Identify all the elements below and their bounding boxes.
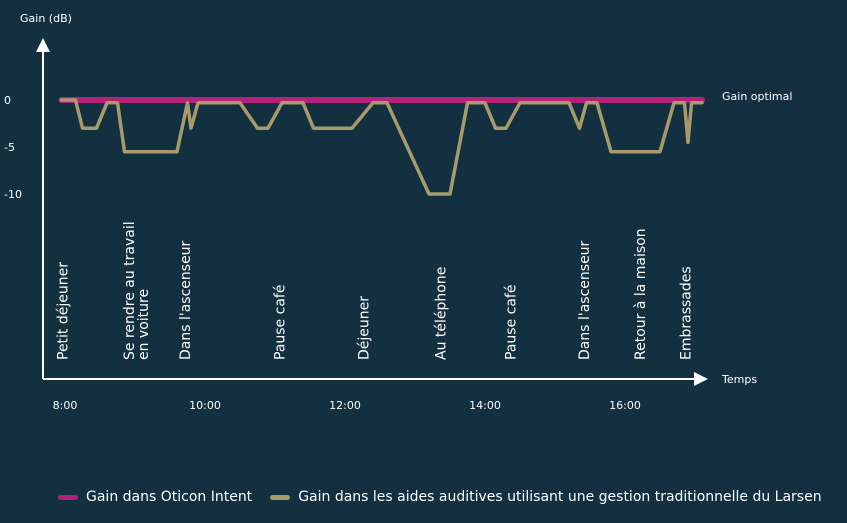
x-tick-label-0: 8:00 [53, 399, 78, 412]
series-line-1 [59, 98, 704, 196]
annotation-label-1: Se rendre au travailen voiture [122, 221, 152, 360]
annotation-label-0: Petit déjeuner [56, 262, 72, 360]
y-axis-title: Gain (dB) [20, 12, 72, 25]
x-axis-title: Temps [721, 373, 757, 386]
annotation-6: Pause café [504, 285, 520, 360]
legend-label-traditional: Gain dans les aides auditives utilisant … [298, 489, 822, 505]
y-tick-label-1: -5 [4, 141, 15, 154]
legend-item-oticon: Gain dans Oticon Intent [58, 489, 252, 505]
annotation-7: Dans l'ascenseur [577, 240, 593, 360]
annotation-label-7: Dans l'ascenseur [577, 240, 593, 360]
annotation-label-4: Déjeuner [357, 296, 373, 360]
x-tick-label-3: 14:00 [469, 399, 501, 412]
annotation-label-3: Pause café [273, 285, 289, 360]
x-tick-label-2: 12:00 [329, 399, 361, 412]
legend-label-oticon: Gain dans Oticon Intent [86, 489, 253, 505]
annotation-label-6: Pause café [504, 285, 520, 360]
legend-swatch-traditional [270, 494, 291, 500]
annotation-8: Retour à la maison [633, 228, 649, 360]
annotation-1: Se rendre au travailen voiture [122, 221, 152, 360]
annotation-label-8: Retour à la maison [633, 228, 649, 360]
y-tick-label-0: 0 [4, 94, 11, 107]
y-tick-label-2: -10 [4, 188, 22, 201]
annotation-4: Déjeuner [357, 296, 373, 360]
annotation-0: Petit déjeuner [56, 262, 72, 360]
legend-swatch-oticon [58, 494, 78, 500]
annotation-2: Dans l'ascenseur [178, 240, 194, 360]
annotation-label-5: Au téléphone [434, 267, 450, 360]
x-tick-label-1: 10:00 [189, 399, 221, 412]
reference-label: Gain optimal [722, 90, 792, 103]
annotation-5: Au téléphone [434, 267, 450, 360]
y-axis-arrow [36, 38, 50, 52]
legend-item-traditional: Gain dans les aides auditives utilisant … [270, 489, 822, 505]
annotation-3: Pause café [273, 285, 289, 360]
annotation-9: Embrassades [679, 266, 695, 360]
annotation-label-9: Embrassades [679, 266, 695, 360]
legend: Gain dans Oticon Intent Gain dans les ai… [58, 489, 840, 505]
x-axis-arrow [694, 372, 708, 386]
annotation-label-2: Dans l'ascenseur [178, 240, 194, 360]
x-tick-label-4: 16:00 [609, 399, 641, 412]
